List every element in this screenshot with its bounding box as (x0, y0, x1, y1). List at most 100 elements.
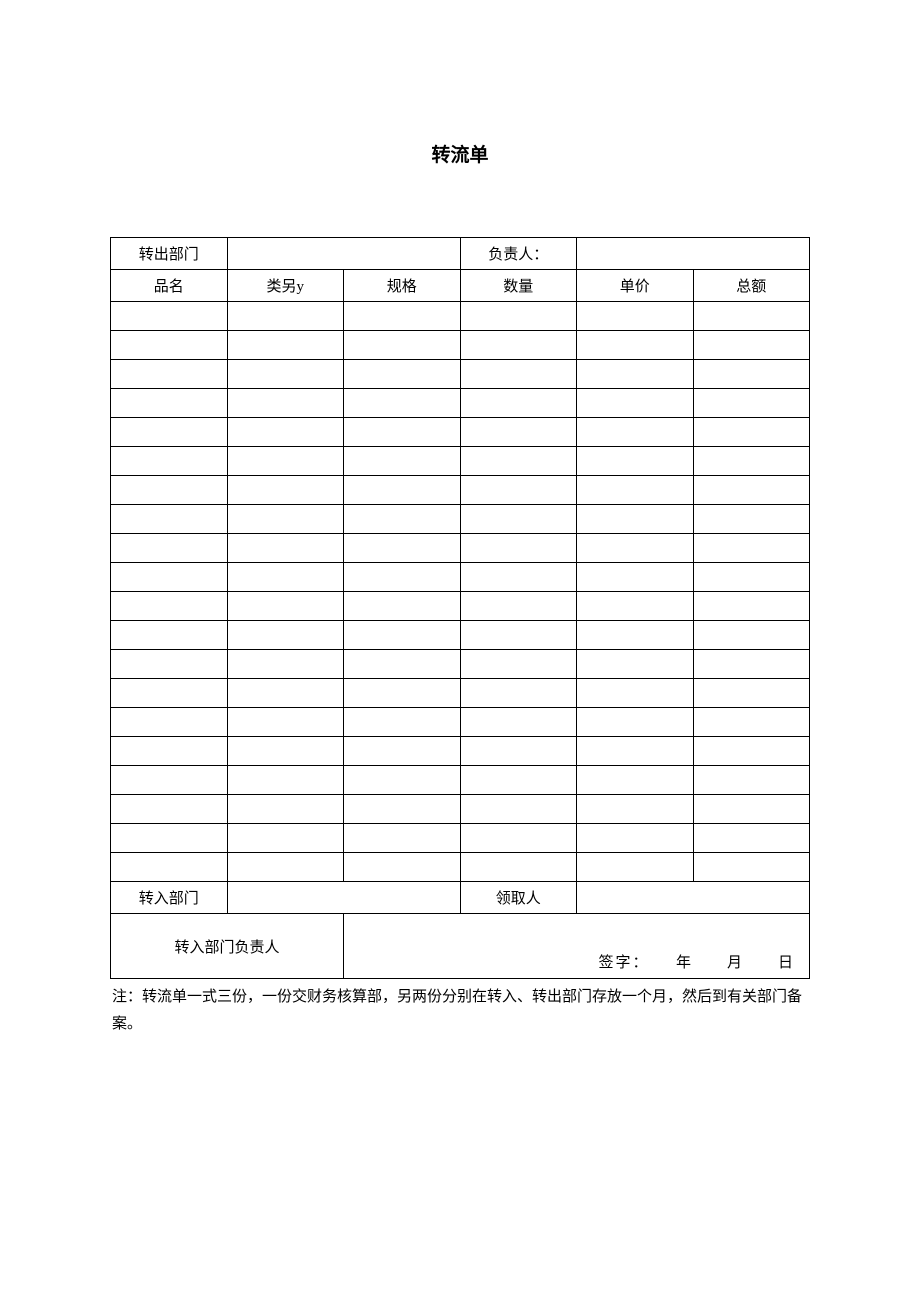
data-cell[interactable] (460, 621, 577, 650)
data-cell[interactable] (693, 447, 810, 476)
data-cell[interactable] (227, 679, 344, 708)
receiver-value[interactable] (577, 882, 810, 914)
data-cell[interactable] (577, 621, 694, 650)
data-cell[interactable] (344, 679, 461, 708)
data-cell[interactable] (460, 563, 577, 592)
data-cell[interactable] (693, 853, 810, 882)
data-cell[interactable] (227, 563, 344, 592)
data-cell[interactable] (344, 766, 461, 795)
data-cell[interactable] (577, 650, 694, 679)
data-cell[interactable] (693, 302, 810, 331)
data-cell[interactable] (460, 853, 577, 882)
data-cell[interactable] (693, 766, 810, 795)
data-cell[interactable] (111, 476, 228, 505)
data-cell[interactable] (693, 708, 810, 737)
data-cell[interactable] (460, 737, 577, 766)
data-cell[interactable] (460, 331, 577, 360)
data-cell[interactable] (227, 389, 344, 418)
data-cell[interactable] (693, 795, 810, 824)
data-cell[interactable] (111, 360, 228, 389)
data-cell[interactable] (111, 708, 228, 737)
data-cell[interactable] (227, 795, 344, 824)
data-cell[interactable] (111, 650, 228, 679)
data-cell[interactable] (344, 302, 461, 331)
data-cell[interactable] (111, 621, 228, 650)
data-cell[interactable] (460, 389, 577, 418)
data-cell[interactable] (227, 505, 344, 534)
data-cell[interactable] (693, 389, 810, 418)
data-cell[interactable] (577, 853, 694, 882)
data-cell[interactable] (693, 418, 810, 447)
data-cell[interactable] (460, 708, 577, 737)
data-cell[interactable] (344, 708, 461, 737)
data-cell[interactable] (111, 534, 228, 563)
data-cell[interactable] (577, 331, 694, 360)
data-cell[interactable] (344, 563, 461, 592)
data-cell[interactable] (460, 795, 577, 824)
data-cell[interactable] (227, 650, 344, 679)
data-cell[interactable] (227, 737, 344, 766)
data-cell[interactable] (111, 824, 228, 853)
data-cell[interactable] (227, 766, 344, 795)
data-cell[interactable] (577, 708, 694, 737)
data-cell[interactable] (344, 737, 461, 766)
data-cell[interactable] (227, 708, 344, 737)
signature-line[interactable]: 签字： 年 月 日 (344, 914, 810, 979)
data-cell[interactable] (344, 650, 461, 679)
data-cell[interactable] (693, 592, 810, 621)
data-cell[interactable] (577, 563, 694, 592)
data-cell[interactable] (460, 418, 577, 447)
data-cell[interactable] (693, 737, 810, 766)
data-cell[interactable] (460, 592, 577, 621)
data-cell[interactable] (344, 621, 461, 650)
data-cell[interactable] (577, 795, 694, 824)
data-cell[interactable] (111, 447, 228, 476)
data-cell[interactable] (460, 766, 577, 795)
data-cell[interactable] (344, 389, 461, 418)
data-cell[interactable] (460, 360, 577, 389)
data-cell[interactable] (344, 795, 461, 824)
data-cell[interactable] (344, 534, 461, 563)
data-cell[interactable] (227, 592, 344, 621)
data-cell[interactable] (693, 621, 810, 650)
data-cell[interactable] (227, 853, 344, 882)
data-cell[interactable] (111, 389, 228, 418)
data-cell[interactable] (111, 766, 228, 795)
data-cell[interactable] (344, 331, 461, 360)
data-cell[interactable] (227, 447, 344, 476)
data-cell[interactable] (577, 447, 694, 476)
data-cell[interactable] (577, 766, 694, 795)
data-cell[interactable] (111, 331, 228, 360)
data-cell[interactable] (227, 621, 344, 650)
data-cell[interactable] (227, 476, 344, 505)
data-cell[interactable] (577, 302, 694, 331)
data-cell[interactable] (577, 389, 694, 418)
data-cell[interactable] (227, 360, 344, 389)
data-cell[interactable] (111, 418, 228, 447)
data-cell[interactable] (693, 650, 810, 679)
data-cell[interactable] (577, 824, 694, 853)
data-cell[interactable] (227, 418, 344, 447)
data-cell[interactable] (227, 534, 344, 563)
data-cell[interactable] (577, 476, 694, 505)
data-cell[interactable] (344, 360, 461, 389)
data-cell[interactable] (460, 302, 577, 331)
data-cell[interactable] (111, 853, 228, 882)
data-cell[interactable] (693, 563, 810, 592)
data-cell[interactable] (344, 418, 461, 447)
data-cell[interactable] (460, 534, 577, 563)
data-cell[interactable] (460, 505, 577, 534)
data-cell[interactable] (227, 824, 344, 853)
data-cell[interactable] (460, 447, 577, 476)
data-cell[interactable] (693, 360, 810, 389)
data-cell[interactable] (227, 331, 344, 360)
data-cell[interactable] (111, 505, 228, 534)
out-dept-value[interactable] (227, 238, 460, 270)
data-cell[interactable] (693, 824, 810, 853)
data-cell[interactable] (344, 447, 461, 476)
responsible-value[interactable] (577, 238, 810, 270)
data-cell[interactable] (227, 302, 344, 331)
data-cell[interactable] (111, 679, 228, 708)
data-cell[interactable] (693, 505, 810, 534)
data-cell[interactable] (344, 824, 461, 853)
